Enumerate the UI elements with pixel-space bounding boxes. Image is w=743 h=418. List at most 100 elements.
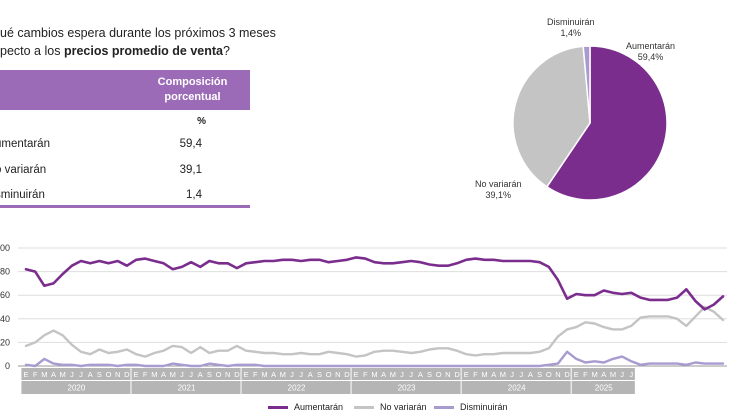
composition-table: Composición porcentual % umentarán 59,4 … <box>0 70 250 201</box>
table-row-value: 1,4 <box>186 189 202 201</box>
month-tick-label: D <box>344 370 350 379</box>
legend-item-no-variaran: No variarán <box>354 402 427 412</box>
series-line-disminuiran <box>24 350 725 368</box>
month-tick-label: S <box>97 370 102 379</box>
pie-label-aumentaran: Aumentarán 59,4% <box>626 41 675 63</box>
table-row-label: sminuirán <box>0 189 45 201</box>
month-tick-label: J <box>189 370 193 379</box>
month-tick-label: O <box>326 370 332 379</box>
month-tick-label: E <box>464 370 469 379</box>
year-label: 2022 <box>288 384 306 393</box>
month-tick-label: F <box>143 370 148 379</box>
month-tick-label: J <box>519 370 523 379</box>
month-tick-label: J <box>290 370 294 379</box>
month-tick-label: E <box>354 370 359 379</box>
legend-swatch <box>354 405 374 409</box>
year-label: 2024 <box>508 384 526 393</box>
month-tick-label: M <box>610 370 616 379</box>
table-row: sminuirán 1,4 <box>0 187 250 207</box>
month-tick-label: M <box>390 370 396 379</box>
month-tick-label: J <box>79 370 83 379</box>
y-tick-label: 80 <box>0 267 10 277</box>
month-tick-label: A <box>418 370 423 379</box>
year-band <box>351 381 461 394</box>
series-line-aumentaran <box>24 256 725 311</box>
month-tick-label: E <box>574 370 579 379</box>
pie-label-value: 39,1% <box>485 190 512 200</box>
month-tick-label: J <box>299 370 303 379</box>
pie-label-value: 59,4% <box>637 52 664 62</box>
legend-label: No variarán <box>380 402 427 412</box>
month-tick-label: M <box>280 370 286 379</box>
month-tick-label: M <box>60 370 66 379</box>
table-row-label: o variarán <box>0 164 47 176</box>
month-tick-label: N <box>445 370 450 379</box>
year-label: 2025 <box>595 384 613 393</box>
month-tick-label: A <box>528 370 533 379</box>
pie-slice-no-variaran <box>512 45 591 188</box>
month-tick-label: D <box>454 370 460 379</box>
month-tick-label: E <box>244 370 249 379</box>
month-tick-label: M <box>481 370 487 379</box>
y-tick-label: 100 <box>0 243 10 253</box>
legend-item-aumentaran: Aumentarán <box>268 402 343 412</box>
pie-label-name: No variarán <box>475 179 522 189</box>
legend-item-disminuiran: Disminuirán <box>434 402 508 412</box>
month-band <box>241 368 351 380</box>
month-tick-label: J <box>629 370 633 379</box>
table-header-line-1: Composición <box>157 76 228 88</box>
month-tick-label: A <box>601 370 606 379</box>
month-tick-label: S <box>317 370 322 379</box>
pie-slice-disminuiran <box>582 45 591 124</box>
month-tick-label: F <box>363 370 368 379</box>
month-tick-label: F <box>473 370 478 379</box>
month-tick-label: F <box>583 370 588 379</box>
month-tick-label: S <box>537 370 542 379</box>
month-tick-label: O <box>216 370 222 379</box>
pie-label-name: Aumentarán <box>626 41 676 51</box>
pie-label-disminuiran: Disminuirán 1,4% <box>547 17 595 39</box>
question-line-1: ué cambios espera durante los próximos 3… <box>0 26 276 40</box>
month-tick-label: E <box>23 370 28 379</box>
legend-swatch <box>434 405 454 409</box>
table-row: umentarán 59,4 <box>0 136 250 156</box>
month-tick-label: S <box>207 370 212 379</box>
month-tick-label: A <box>381 370 386 379</box>
chart-legend: Aumentarán No variarán Disminuirán <box>0 402 743 416</box>
month-tick-label: E <box>134 370 139 379</box>
table-header-label: Composición porcentual <box>150 75 235 105</box>
month-tick-label: O <box>436 370 442 379</box>
year-band <box>461 381 571 394</box>
month-tick-label: N <box>225 370 230 379</box>
month-tick-label: M <box>500 370 506 379</box>
month-tick-label: A <box>271 370 276 379</box>
month-tick-label: N <box>335 370 340 379</box>
month-tick-label: M <box>151 370 157 379</box>
month-tick-label: D <box>234 370 240 379</box>
month-tick-label: F <box>253 370 258 379</box>
month-tick-label: D <box>564 370 570 379</box>
year-band <box>241 381 351 394</box>
table-row-value: 59,4 <box>179 138 202 150</box>
month-tick-label: A <box>88 370 93 379</box>
month-tick-label: J <box>409 370 413 379</box>
table-unit: % <box>197 116 206 127</box>
month-tick-label: N <box>555 370 560 379</box>
year-label: 2023 <box>398 384 416 393</box>
question-line-2-pre: pecto a los <box>0 44 64 58</box>
month-tick-label: M <box>591 370 597 379</box>
month-band <box>571 368 635 380</box>
question-line-2-bold: precios promedio de venta <box>63 44 224 58</box>
legend-label: Disminuirán <box>460 402 508 412</box>
y-tick-label: 20 <box>0 337 10 347</box>
legend-swatch <box>268 405 288 409</box>
month-tick-label: M <box>261 370 267 379</box>
pie-label-no-variaran: No variarán 39,1% <box>475 179 522 201</box>
table-row-label: umentarán <box>0 138 50 150</box>
series-line-no-variaran <box>24 305 725 358</box>
pie-label-value: 1,4% <box>560 28 582 38</box>
month-tick-label: A <box>491 370 496 379</box>
month-tick-label: N <box>115 370 120 379</box>
month-tick-label: A <box>51 370 56 379</box>
